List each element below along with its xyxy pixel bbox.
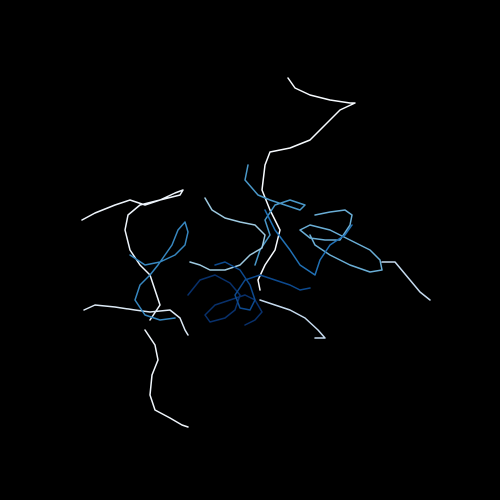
walk-line: [244, 164, 306, 266]
walk-line: [214, 261, 311, 311]
walk-line: [144, 329, 189, 428]
walk-line: [83, 304, 189, 336]
walk-line: [187, 274, 263, 326]
walk-line: [299, 209, 383, 273]
walk-line: [381, 261, 431, 301]
walk-line: [81, 189, 184, 321]
walk-line: [264, 209, 353, 276]
walk-line: [129, 221, 189, 321]
walk-line: [259, 299, 326, 339]
walk-line: [189, 197, 266, 271]
walk-line: [257, 77, 356, 291]
